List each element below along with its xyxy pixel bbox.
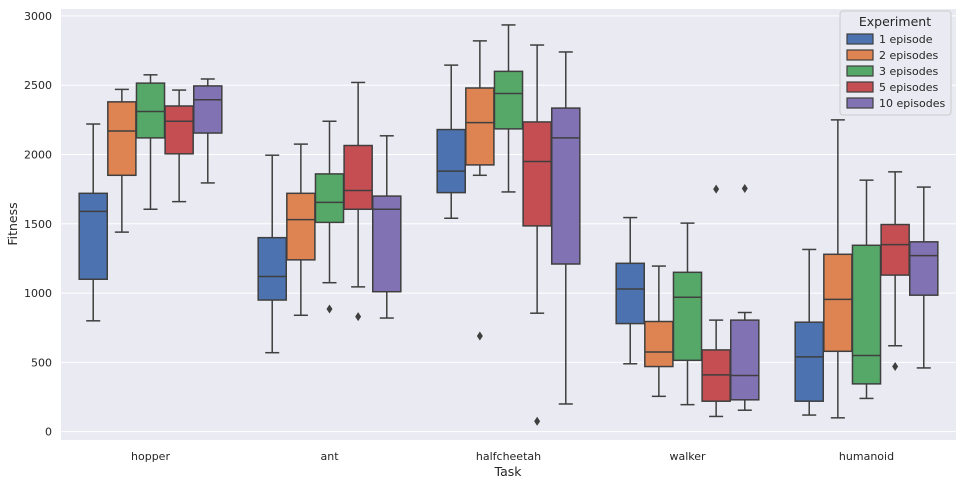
legend-label: 1 episode <box>879 33 933 46</box>
box-iqr <box>314 173 345 224</box>
outlier-marker <box>892 362 899 372</box>
outlier-marker <box>476 331 483 341</box>
box-iqr <box>135 82 166 139</box>
legend-swatch <box>846 33 874 45</box>
x-tick-label: ant <box>320 450 339 463</box>
box-halfcheetah-5-episodes <box>522 44 552 426</box>
box-hopper-1-episode <box>78 123 109 322</box>
box-groups <box>78 24 939 426</box>
x-axis-title: Task <box>494 464 523 479</box>
legend-title: Experiment <box>859 14 931 29</box>
box-iqr <box>672 271 703 362</box>
box-halfcheetah-3-episodes <box>493 24 524 193</box>
y-tick-label: 3000 <box>24 10 52 23</box>
box-iqr <box>823 253 853 353</box>
outlier-marker <box>534 416 541 426</box>
box-ant-1-episode <box>257 154 288 354</box>
legend-label: 2 episodes <box>879 49 939 62</box>
x-tick-label: hopper <box>131 450 170 463</box>
box-humanoid-10-episodes <box>908 186 939 369</box>
y-axis-title: Fitness <box>5 202 20 245</box>
legend-swatch <box>846 49 874 61</box>
box-ant-5-episodes <box>343 81 373 322</box>
outlier-marker <box>326 304 333 314</box>
box-iqr <box>78 192 109 280</box>
box-iqr <box>164 105 194 155</box>
box-humanoid-5-episodes <box>880 171 910 372</box>
legend-label: 5 episodes <box>879 81 939 94</box>
y-tick-label: 2500 <box>24 79 52 92</box>
legend-item: 3 episodes <box>846 65 939 78</box>
box-iqr <box>493 70 524 130</box>
box-iqr <box>908 241 939 296</box>
box-walker-3-episodes <box>672 222 703 406</box>
box-iqr <box>107 101 137 177</box>
y-axis: 0 500 1000 1500 2000 2500 3000 <box>24 10 52 439</box>
legend-swatch <box>846 81 874 93</box>
box-humanoid-1-episode <box>794 248 825 416</box>
box-hopper-10-episodes <box>192 78 223 184</box>
box-hopper-5-episodes <box>164 89 194 203</box>
box-iqr <box>465 87 495 166</box>
y-tick-label: 500 <box>31 356 52 369</box>
box-iqr <box>286 192 316 261</box>
box-iqr <box>192 85 223 134</box>
legend-swatch <box>846 97 874 109</box>
outlier-marker <box>713 184 720 194</box>
legend-label: 10 episodes <box>879 97 946 110</box>
x-tick-label: humanoid <box>839 450 894 463</box>
box-humanoid-3-episodes <box>851 179 882 400</box>
outlier-marker <box>741 183 748 193</box>
y-tick-label: 1500 <box>24 218 52 231</box>
box-iqr <box>343 144 373 211</box>
box-hopper-2-episodes <box>107 88 137 233</box>
y-tick-label: 1000 <box>24 287 52 300</box>
box-halfcheetah-10-episodes <box>550 51 581 405</box>
box-iqr <box>794 321 825 402</box>
legend-item: 1 episode <box>846 33 933 46</box>
box-iqr <box>880 223 910 276</box>
y-tick-label: 0 <box>45 426 52 439</box>
legend-items: 1 episode 2 episodes 3 episodes 5 episodes 1… <box>846 33 946 110</box>
legend: Experiment 1 episode 2 episodes 3 episodes… <box>839 10 952 116</box>
box-halfcheetah-2-episodes <box>465 40 495 341</box>
box-walker-10-episodes <box>729 183 760 411</box>
legend-item: 10 episodes <box>846 97 946 110</box>
box-walker-1-episode <box>615 216 646 365</box>
x-tick-label: halfcheetah <box>476 450 541 463</box>
box-ant-10-episodes <box>371 135 402 319</box>
legend-label: 3 episodes <box>879 65 939 78</box>
box-humanoid-2-episodes <box>823 119 853 419</box>
box-ant-3-episodes <box>314 120 345 314</box>
box-iqr <box>371 195 402 293</box>
box-iqr <box>522 121 552 227</box>
box-iqr <box>615 262 646 325</box>
box-iqr <box>550 107 581 265</box>
box-walker-2-episodes <box>644 265 674 398</box>
box-iqr <box>436 128 467 194</box>
box-hopper-3-episodes <box>135 74 166 211</box>
legend-item: 2 episodes <box>846 49 939 62</box>
box-iqr <box>644 320 674 368</box>
box-ant-2-episodes <box>286 143 316 317</box>
box-iqr <box>729 319 760 401</box>
box-iqr <box>257 236 288 301</box>
legend-swatch <box>846 65 874 77</box>
box-iqr <box>851 244 882 385</box>
x-axis: hopper ant halfcheetah walker humanoid <box>131 450 894 463</box>
y-tick-label: 2000 <box>24 149 52 162</box>
x-tick-label: walker <box>669 450 706 463</box>
outlier-marker <box>355 312 362 322</box>
legend-item: 5 episodes <box>846 81 939 94</box>
